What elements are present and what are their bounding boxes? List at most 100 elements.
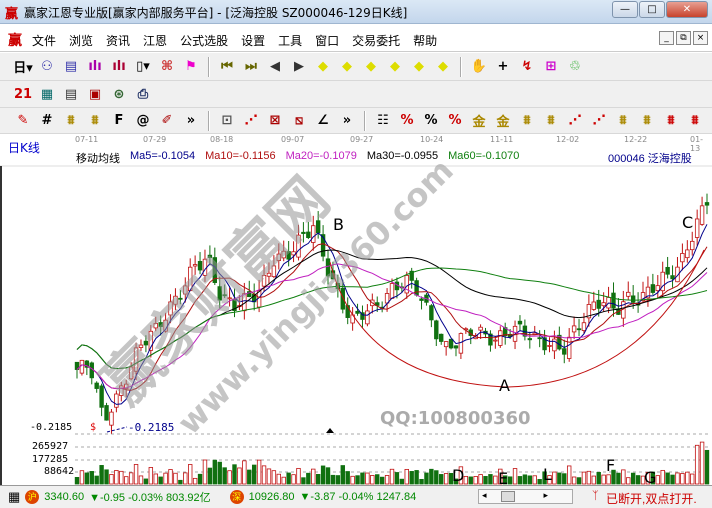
menu-item[interactable]: 浏览 [69, 34, 94, 48]
kline-chart[interactable] [0, 0, 712, 485]
menu-item[interactable]: 文件 [32, 34, 57, 48]
volume-bar [419, 478, 424, 485]
mdi-minimize-button[interactable]: _ [659, 31, 674, 45]
volume-bar [94, 475, 99, 485]
gold-grid5-icon[interactable]: ⩩ [619, 113, 627, 128]
menu-item[interactable]: 窗口 [315, 34, 340, 48]
gold-fan-icon[interactable]: ⋰ [568, 113, 582, 128]
percent-line-icon[interactable]: % [400, 113, 414, 128]
period-tab[interactable]: 日K线 [8, 141, 40, 155]
chart-type-icon[interactable]: ⚇ [41, 59, 53, 74]
scroll-thumb[interactable] [501, 491, 515, 502]
left-arrow-icon[interactable]: ◀ [270, 59, 280, 74]
expand-h-icon[interactable]: ◆ [366, 59, 376, 74]
pen-icon[interactable]: ✎ [17, 113, 29, 128]
expand-all-icon[interactable]: ◆ [414, 59, 424, 74]
gold-grid8-icon[interactable]: ⩩ [691, 113, 699, 128]
shrink-all-icon[interactable]: ◆ [438, 59, 448, 74]
bars3-icon[interactable]: ılı [88, 59, 102, 74]
percent-bars-icon[interactable]: % [448, 113, 462, 128]
box-fan-icon[interactable]: ⊠ [269, 113, 281, 128]
fan-icon[interactable]: ⋰ [244, 113, 258, 128]
minimize-button[interactable]: — [612, 1, 638, 18]
more2-icon[interactable]: » [342, 113, 352, 128]
bars9-icon[interactable]: ılı [112, 59, 126, 74]
menu-item[interactable]: 工具 [278, 34, 303, 48]
f-grid-icon[interactable]: F [114, 113, 124, 128]
maximize-button[interactable]: □ [639, 1, 665, 18]
printer-icon[interactable]: ⎙ [137, 86, 149, 102]
candle-body [173, 295, 178, 305]
menu-item[interactable]: 江恩 [143, 34, 168, 48]
document-icon[interactable]: ▤ [64, 86, 78, 102]
volume-bar [635, 475, 641, 485]
grid-icon[interactable]: # [41, 113, 53, 128]
gold-grid3-icon[interactable]: ⩩ [523, 113, 531, 128]
more-icon[interactable]: » [186, 113, 196, 128]
menu-item[interactable]: 资讯 [106, 34, 131, 48]
mdi-restore-button[interactable]: ⧉ [676, 31, 691, 45]
flag-icon[interactable]: ⚑ [185, 59, 197, 74]
last-icon[interactable]: ⏭ [245, 59, 257, 74]
menu-bar: 赢 文件 浏览 资讯 江恩 公式选股 设置 工具 窗口 交易委托 帮助 _ ⧉ × [0, 26, 712, 52]
volume-bar [680, 473, 685, 485]
scroll-left-icon[interactable]: ◂ [482, 490, 487, 500]
candle-body [645, 286, 651, 299]
mdi-close-button[interactable]: × [693, 31, 708, 45]
volume-bar [512, 468, 518, 485]
gold-fan2-icon[interactable]: ⋰ [592, 113, 606, 128]
crosshair-icon[interactable]: + [497, 59, 509, 74]
angle-icon[interactable]: ∠ [317, 113, 329, 128]
move-right-icon[interactable]: ◆ [342, 59, 352, 74]
candle-body [527, 338, 533, 341]
network-icon[interactable]: ⊛ [113, 86, 125, 102]
right-arrow-icon[interactable]: ▶ [294, 59, 304, 74]
toolbar-row-3: ✎ # ⩩ ⩩ F @ ✐ » ⊡ ⋰ ⊠ ⧅ ∠ » ☷%%% 金金 ⩩ ⩩ ⋰ ⋰ ⩩ ⩩ ⩩ ⩩ [0, 108, 712, 134]
volume-bar [251, 464, 257, 485]
gold-grid7-icon[interactable]: ⩩ [667, 113, 675, 128]
recycle-icon[interactable]: ♲ [569, 59, 581, 74]
candle-body [404, 275, 409, 294]
gold-grid-icon[interactable]: ⩩ [67, 113, 75, 128]
annotation-f: F [606, 456, 616, 475]
menu-item[interactable]: 公式选股 [180, 34, 229, 48]
gold-grid4-icon[interactable]: ⩩ [547, 113, 555, 128]
period-day-dropdown[interactable]: 日▾ [13, 61, 33, 76]
first-icon[interactable]: ⏮ [221, 59, 233, 74]
ruler-pen-icon[interactable]: ✐ [161, 113, 173, 128]
line-icon[interactable]: ↯ [521, 59, 533, 74]
percent-icon[interactable]: % [424, 113, 438, 128]
draw-icon[interactable]: ⌘ [160, 59, 174, 74]
hand-icon[interactable]: ✋ [470, 59, 488, 74]
table-icon[interactable]: ☷ [377, 113, 389, 128]
candle-dropdown[interactable]: ▯▾ [136, 59, 150, 74]
volume-bar [158, 476, 163, 485]
pattern-icon[interactable]: ⊞ [545, 59, 557, 74]
spiral-icon[interactable]: @ [136, 113, 150, 128]
menu-item[interactable]: 帮助 [413, 34, 438, 48]
connection-status[interactable]: 已断开,双点打开. [606, 492, 697, 506]
volume-bar [306, 472, 311, 485]
box-icon[interactable]: ⊡ [221, 113, 233, 128]
calendar-icon[interactable]: 21 [13, 86, 33, 102]
save-icon[interactable]: ▣ [88, 86, 102, 102]
notes-icon[interactable]: ▤ [64, 59, 78, 74]
gold-coin2-icon[interactable]: 金 [496, 115, 510, 130]
shrink-h-icon[interactable]: ◆ [390, 59, 400, 74]
menu-item[interactable]: 交易委托 [352, 34, 401, 48]
status-scrollbar[interactable]: ◂ ▸ [478, 489, 573, 504]
move-left-icon[interactable]: ◆ [318, 59, 328, 74]
menu-item[interactable]: 设置 [241, 34, 266, 48]
close-button[interactable]: ✕ [666, 1, 708, 18]
volume-bar [522, 474, 528, 485]
calculator-icon[interactable]: ▦ [40, 86, 54, 102]
gold-coin-icon[interactable]: 金 [472, 115, 486, 130]
gold-grid2-icon[interactable]: ⩩ [91, 113, 99, 128]
scroll-right-icon[interactable]: ▸ [543, 490, 548, 500]
watermark-qq: QQ:100800360 [380, 408, 531, 429]
square-fan-icon[interactable]: ⧅ [294, 113, 304, 128]
volume-bar [404, 468, 409, 485]
gold-grid6-icon[interactable]: ⩩ [643, 113, 651, 128]
calculator-icon[interactable]: ▦ [8, 489, 21, 504]
volume-bar [178, 479, 183, 485]
